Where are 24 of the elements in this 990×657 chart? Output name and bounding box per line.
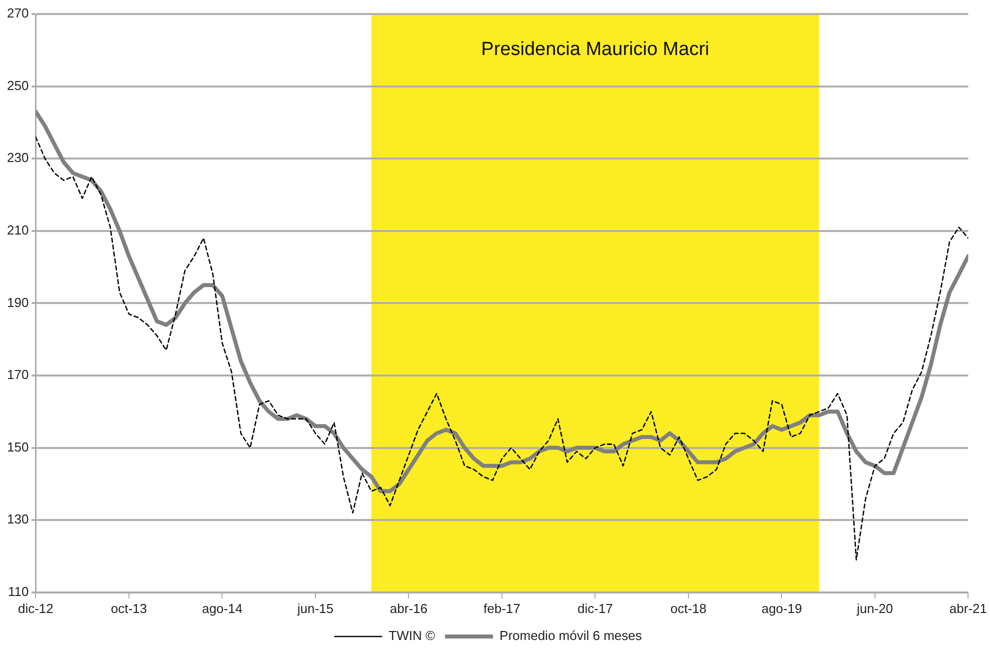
- y-tick-label: 170: [6, 367, 29, 382]
- legend-label: Promedio móvil 6 meses: [500, 628, 642, 644]
- y-tick-label: 150: [6, 439, 29, 454]
- x-tick-label: dic-12: [18, 600, 54, 616]
- x-tick-label: feb-17: [484, 600, 520, 616]
- x-tick-label: ago-14: [202, 600, 242, 616]
- y-tick-label: 130: [6, 512, 29, 527]
- y-tick-label: 190: [6, 294, 29, 310]
- line-series: [36, 136, 968, 561]
- legend-label: TWIN ©: [388, 628, 436, 644]
- x-tick-label: ago-19: [761, 600, 802, 616]
- x-tick-label: dic-17: [577, 600, 613, 616]
- x-tick-label: jun-20: [856, 600, 894, 616]
- x-tick-label: abr-21: [949, 600, 987, 616]
- y-tick-label: 110: [8, 584, 29, 599]
- x-tick-label: jun-15: [296, 600, 334, 616]
- band-label: Presidencia Mauricio Macri: [481, 39, 710, 60]
- y-tick-label: 250: [6, 78, 29, 93]
- x-tick-label: abr-16: [390, 600, 428, 616]
- y-tick-label: 210: [6, 222, 29, 238]
- y-tick-label: 270: [6, 6, 29, 21]
- x-tick-label: oct-13: [110, 600, 148, 616]
- x-tick-label: oct-18: [670, 600, 707, 616]
- y-tick-label: 230: [6, 150, 29, 166]
